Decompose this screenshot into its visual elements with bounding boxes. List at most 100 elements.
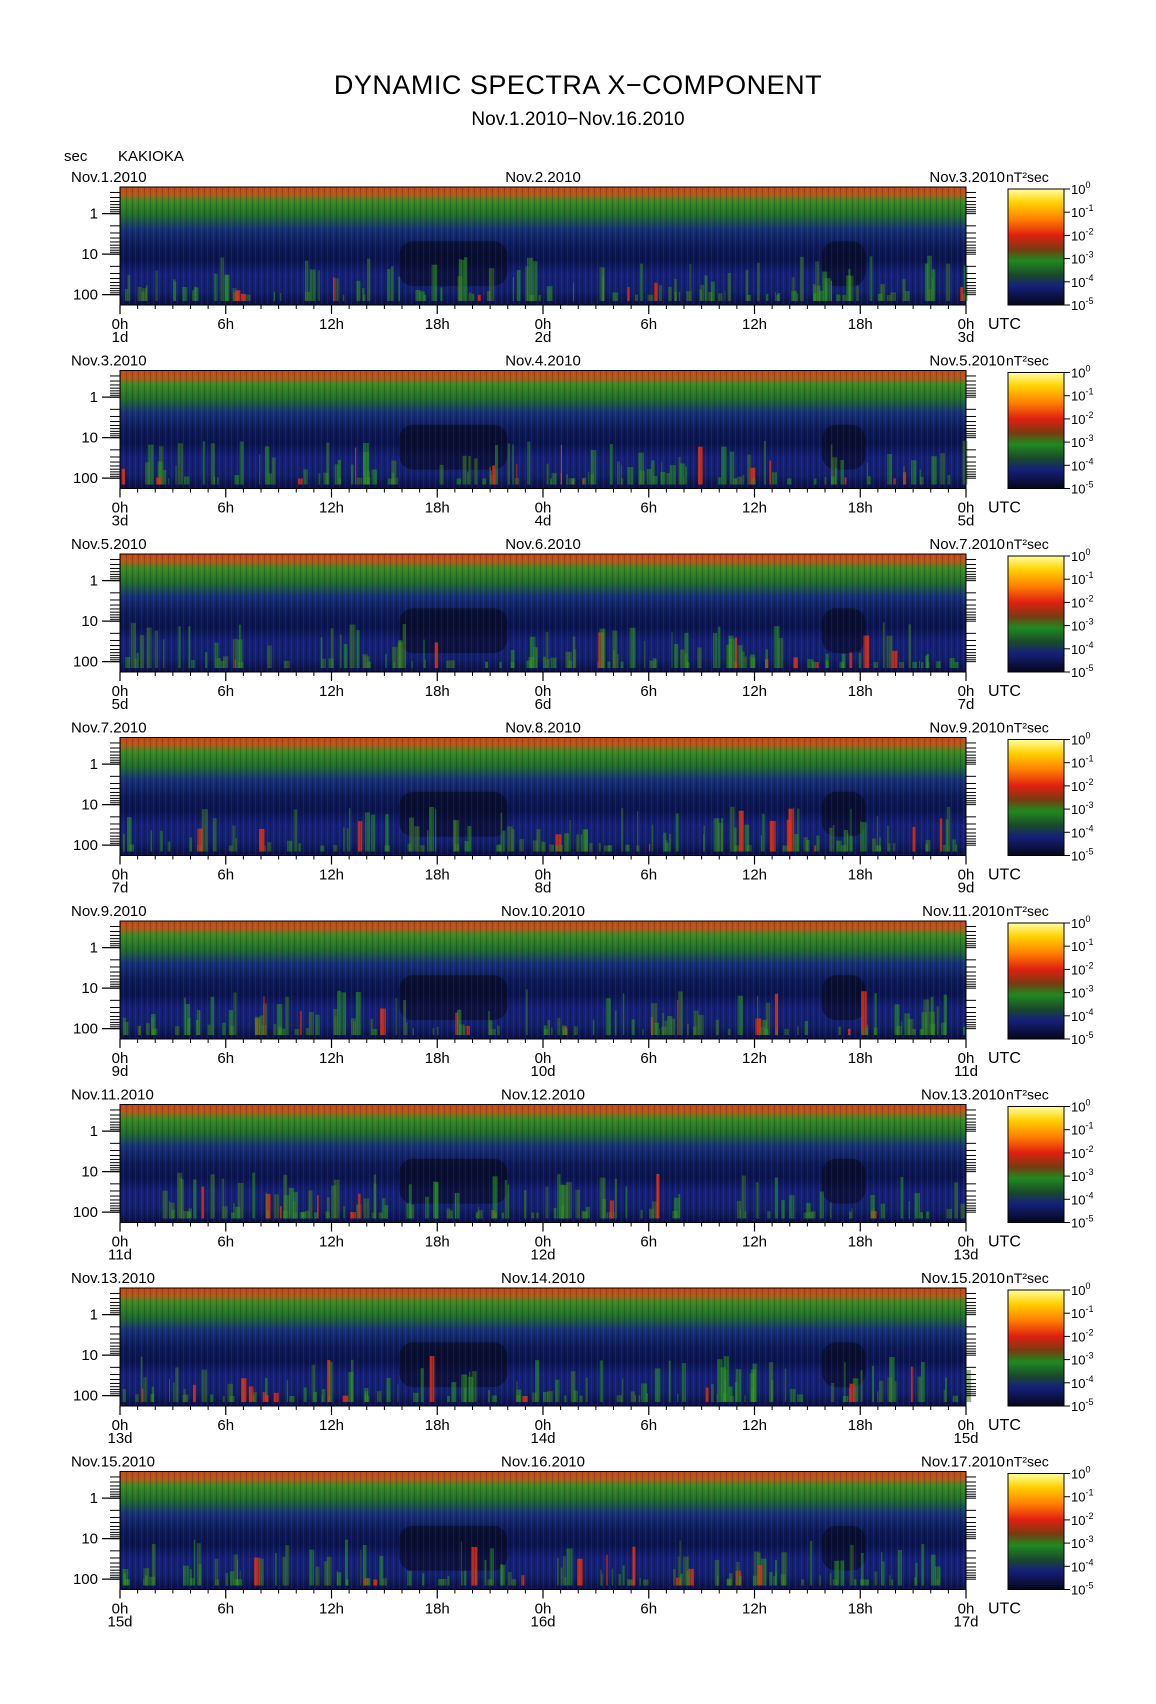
x-tick-label: 18h bbox=[848, 1417, 873, 1434]
spectrogram-panel: Nov.15.2010 Nov.16.2010 Nov.17.2010 nT²sec 1… bbox=[71, 1454, 1093, 1631]
colorbar-tick-label: 100 bbox=[1071, 364, 1090, 381]
date-label-left: Nov.3.2010 bbox=[71, 353, 147, 370]
x-tick-label: 12h bbox=[742, 1234, 767, 1251]
colorbar-tick-label: 10-2 bbox=[1071, 593, 1093, 610]
colorbar-tick-label: 10-2 bbox=[1071, 1511, 1093, 1528]
x-tick-label: 6h bbox=[217, 1050, 234, 1067]
date-label-right: Nov.13.2010 bbox=[921, 1087, 1005, 1104]
colorbar-tick-label: 100 bbox=[1071, 547, 1090, 564]
utc-label: UTC bbox=[988, 1601, 1021, 1618]
x-tick-label: 12h bbox=[319, 1601, 344, 1618]
colorbar-tick-label: 10-4 bbox=[1071, 823, 1093, 840]
x-tick-label: 12h bbox=[319, 316, 344, 333]
date-label-mid: Nov.8.2010 bbox=[505, 720, 581, 737]
date-label-mid: Nov.16.2010 bbox=[501, 1454, 585, 1471]
y-tick-label: 1 bbox=[90, 1123, 98, 1140]
x-tick-label: 6h bbox=[640, 683, 657, 700]
y-tick-label: 10 bbox=[81, 1531, 98, 1548]
y-tick-label: 100 bbox=[73, 1204, 98, 1221]
x-tick-label: 6h bbox=[217, 1417, 234, 1434]
colorbar-tick-label: 10-3 bbox=[1071, 250, 1093, 267]
colorbar-tick-label: 10-3 bbox=[1071, 433, 1093, 450]
spectrogram-texture bbox=[120, 1104, 966, 1223]
day-label: 10d bbox=[530, 1063, 555, 1080]
utc-label: UTC bbox=[988, 1050, 1021, 1067]
colorbar-tick-label: 10-2 bbox=[1071, 1327, 1093, 1344]
x-tick-label: 6h bbox=[640, 1050, 657, 1067]
x-tick-label: 0h bbox=[112, 316, 129, 333]
spectrogram-panel: Nov.7.2010 Nov.8.2010 Nov.9.2010 nT²sec 1 10 1… bbox=[71, 720, 1093, 897]
date-label-left: Nov.13.2010 bbox=[71, 1270, 155, 1287]
day-label: 5d bbox=[112, 696, 129, 713]
utc-label: UTC bbox=[988, 683, 1021, 700]
y-tick-label: 10 bbox=[81, 613, 98, 630]
colorbar bbox=[1007, 372, 1065, 489]
x-tick-label: 18h bbox=[425, 1601, 450, 1618]
colorbar bbox=[1007, 1473, 1065, 1590]
date-label-left: Nov.1.2010 bbox=[71, 169, 147, 186]
y-tick-label: 1 bbox=[90, 573, 98, 590]
colorbar-tick-label: 100 bbox=[1071, 1465, 1090, 1482]
spectrogram-panel: Nov.3.2010 Nov.4.2010 Nov.5.2010 nT²sec 1 10 1… bbox=[71, 353, 1093, 530]
date-label-left: Nov.5.2010 bbox=[71, 536, 147, 553]
y-tick-label: 1 bbox=[90, 1490, 98, 1507]
spectrogram-texture bbox=[120, 1288, 966, 1406]
x-tick-label: 12h bbox=[319, 500, 344, 517]
colorbar-tick-label: 10-5 bbox=[1071, 847, 1093, 864]
x-tick-label: 18h bbox=[848, 867, 873, 884]
date-label-left: Nov.7.2010 bbox=[71, 720, 147, 737]
day-label: 6d bbox=[535, 696, 552, 713]
y-tick-label: 10 bbox=[81, 1164, 98, 1181]
colorbar-tick-label: 100 bbox=[1071, 1281, 1090, 1298]
date-label-right: Nov.15.2010 bbox=[921, 1270, 1005, 1287]
colorbar-tick-label: 10-4 bbox=[1071, 640, 1093, 657]
x-tick-label: 0h bbox=[112, 867, 129, 884]
x-tick-label: 6h bbox=[640, 1601, 657, 1618]
colorbar-tick-label: 10-2 bbox=[1071, 1144, 1093, 1161]
colorbar-tick-label: 10-3 bbox=[1071, 617, 1093, 634]
day-label: 3d bbox=[112, 513, 129, 530]
colorbar-tick-label: 10-4 bbox=[1071, 1007, 1093, 1024]
colorbar-tick-label: 10-3 bbox=[1071, 984, 1093, 1001]
x-tick-label: 0h bbox=[958, 500, 975, 517]
date-label-right: Nov.5.2010 bbox=[929, 353, 1005, 370]
colorbar-tick-label: 10-4 bbox=[1071, 456, 1093, 473]
y-tick-label: 1 bbox=[90, 389, 98, 406]
x-tick-label: 0h bbox=[535, 1050, 552, 1067]
utc-label: UTC bbox=[988, 316, 1021, 333]
y-tick-label: 10 bbox=[81, 797, 98, 814]
x-tick-label: 0h bbox=[958, 316, 975, 333]
x-tick-label: 6h bbox=[640, 316, 657, 333]
utc-label: UTC bbox=[988, 1234, 1021, 1251]
colorbar-tick-label: 10-5 bbox=[1071, 480, 1093, 497]
colorbar-tick-label: 10-4 bbox=[1071, 1374, 1093, 1391]
x-tick-label: 12h bbox=[742, 1417, 767, 1434]
x-tick-label: 0h bbox=[112, 1234, 129, 1251]
colorbar-tick-label: 10-5 bbox=[1071, 663, 1093, 680]
y-tick-label: 100 bbox=[73, 470, 98, 487]
x-tick-label: 18h bbox=[848, 1601, 873, 1618]
x-tick-label: 18h bbox=[848, 1050, 873, 1067]
colorbar-tick-label: 100 bbox=[1071, 914, 1090, 931]
x-tick-label: 12h bbox=[742, 500, 767, 517]
colorbar-tick-label: 10-1 bbox=[1071, 1304, 1093, 1321]
colorbar-tick-label: 100 bbox=[1071, 731, 1090, 748]
y-tick-label: 1 bbox=[90, 756, 98, 773]
x-tick-label: 6h bbox=[640, 500, 657, 517]
utc-label: UTC bbox=[988, 1417, 1021, 1434]
x-tick-label: 12h bbox=[742, 1050, 767, 1067]
figure-title: DYNAMIC SPECTRA X−COMPONENT bbox=[333, 70, 823, 100]
y-tick-label: 1 bbox=[90, 1307, 98, 1324]
y-tick-label: 100 bbox=[73, 837, 98, 854]
x-tick-label: 6h bbox=[217, 500, 234, 517]
date-label-right: Nov.11.2010 bbox=[922, 903, 1005, 920]
colorbar-tick-label: 10-3 bbox=[1071, 1534, 1093, 1551]
x-tick-label: 6h bbox=[217, 867, 234, 884]
colorbar bbox=[1007, 1289, 1065, 1407]
day-label: 9d bbox=[958, 880, 975, 897]
x-tick-label: 0h bbox=[958, 683, 975, 700]
day-label: 17d bbox=[953, 1614, 978, 1631]
x-tick-label: 18h bbox=[425, 1050, 450, 1067]
x-tick-label: 0h bbox=[112, 1417, 129, 1434]
x-tick-label: 12h bbox=[742, 867, 767, 884]
